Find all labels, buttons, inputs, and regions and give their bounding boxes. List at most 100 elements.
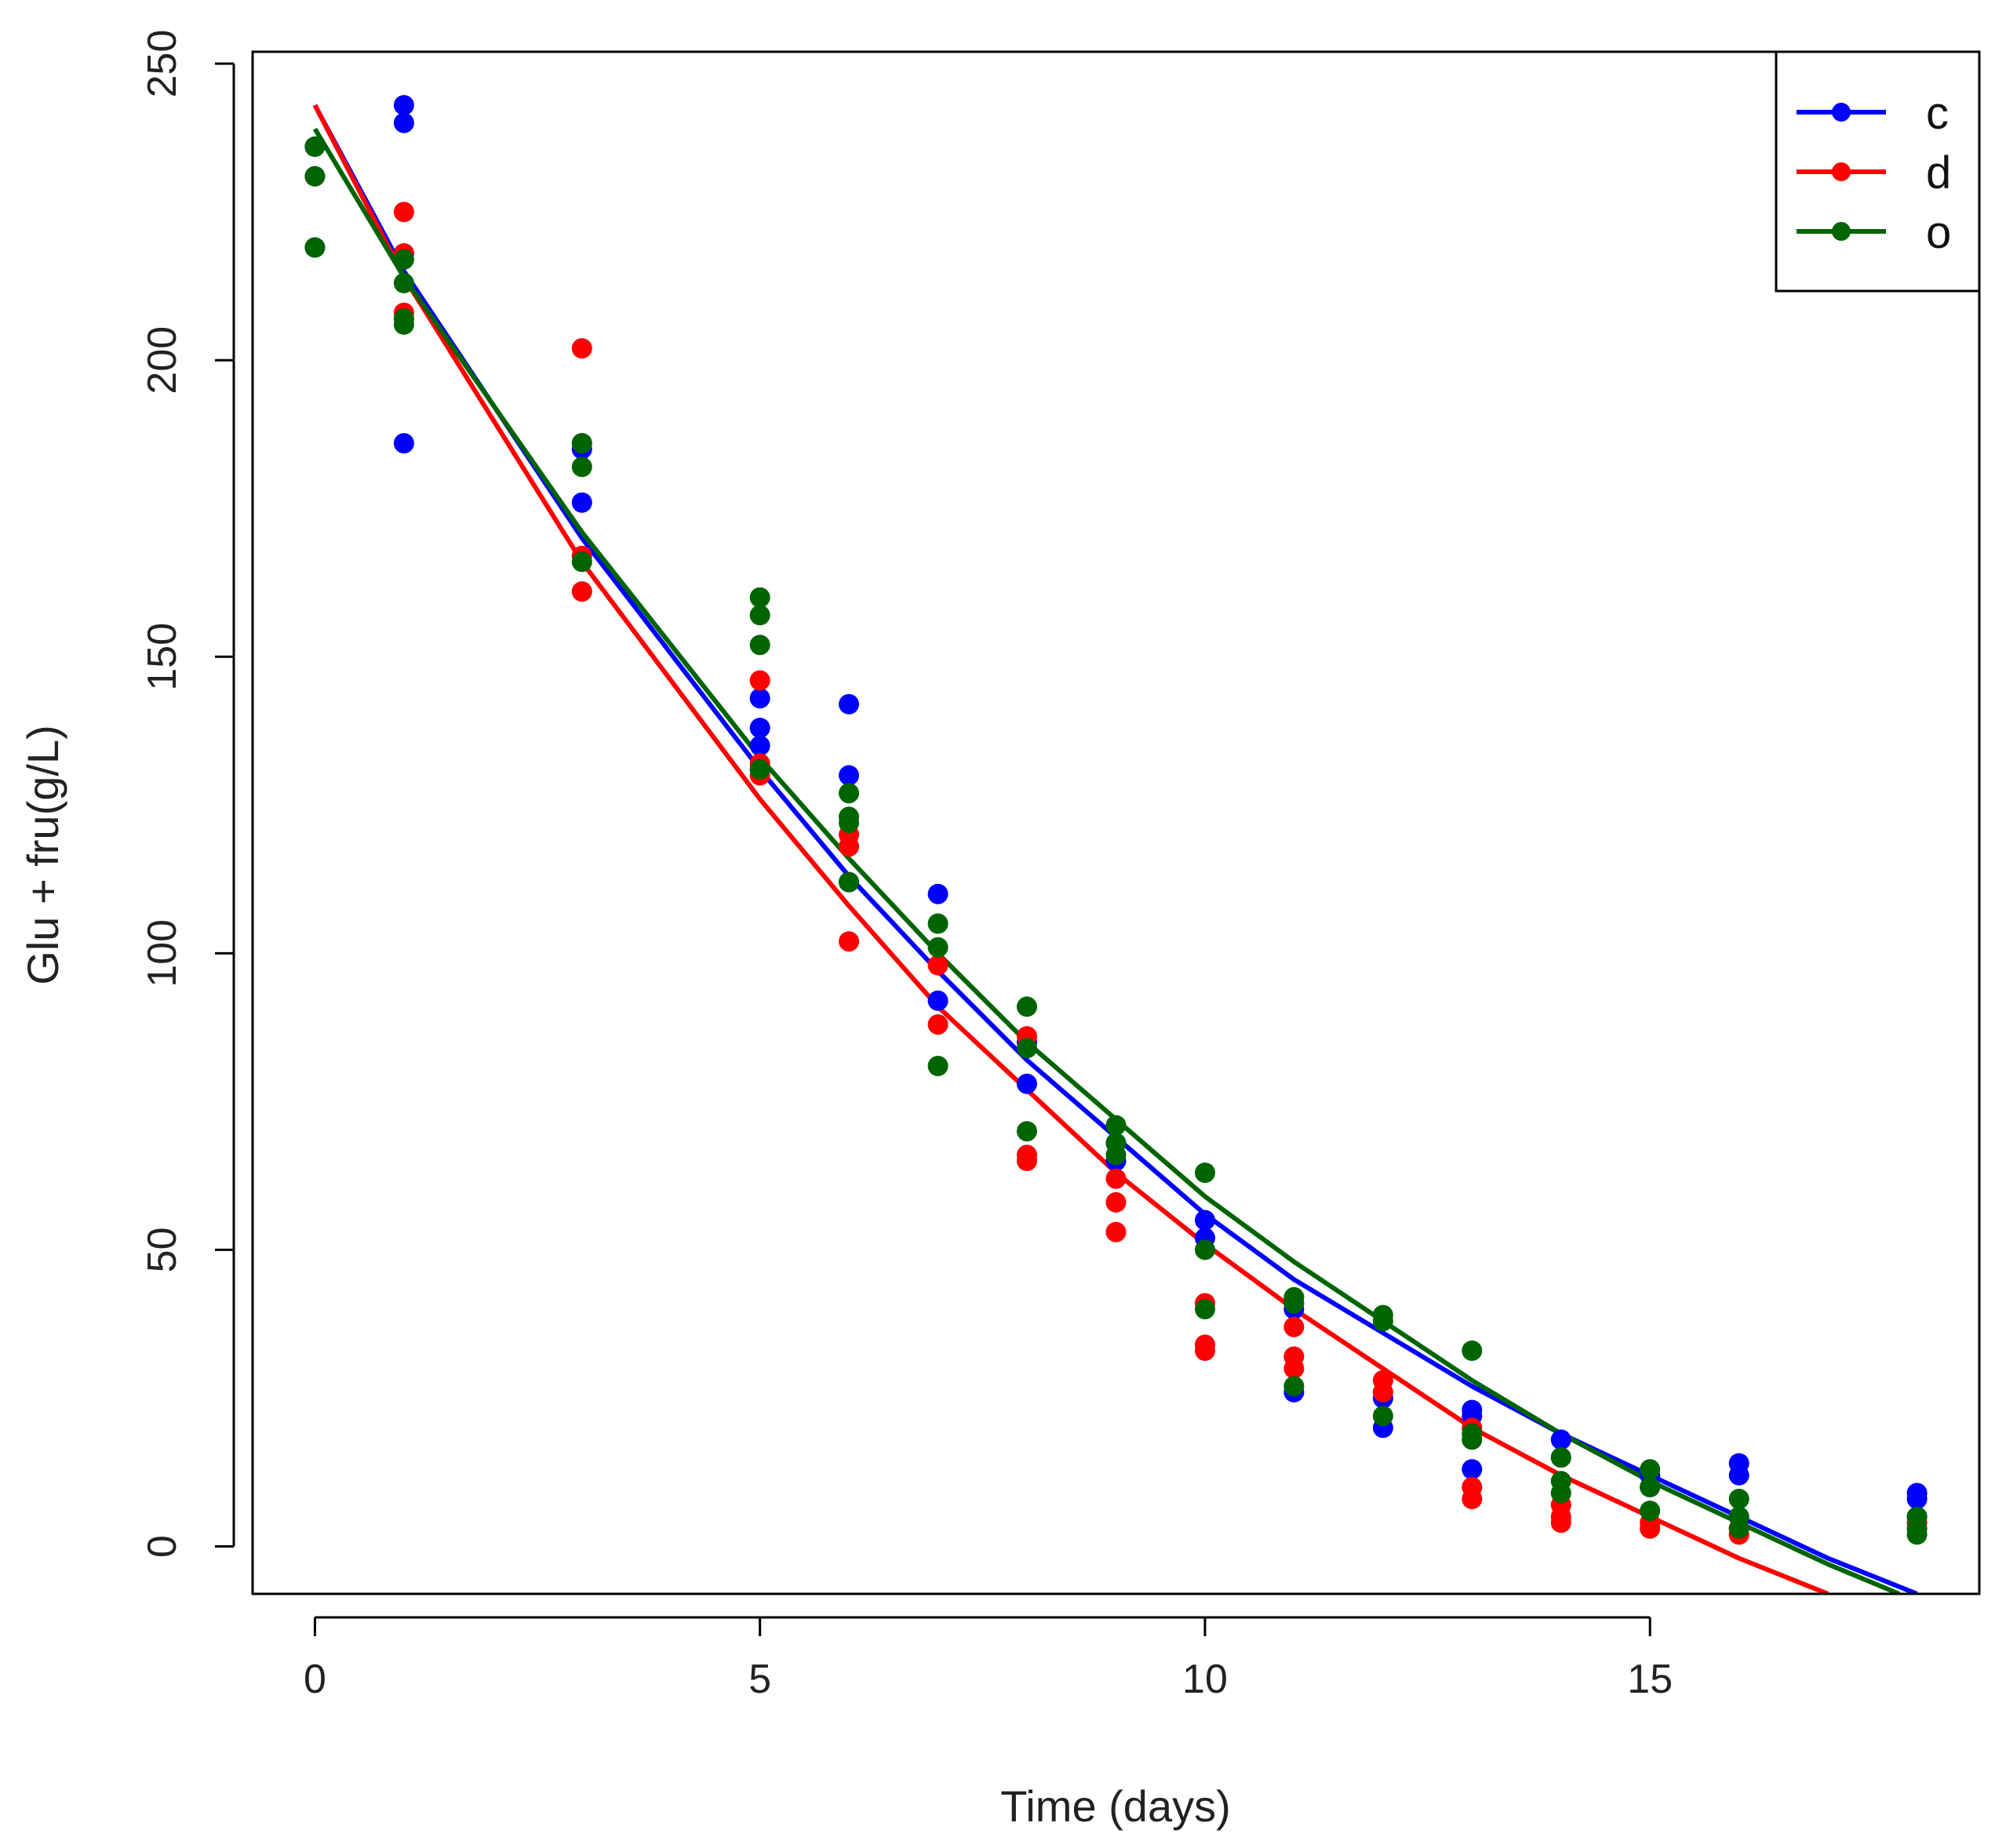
point-o-31 <box>1283 1293 1305 1314</box>
x-tick-label-0: 0 <box>304 1657 326 1702</box>
point-d-13 <box>927 955 948 976</box>
legend-marker-c <box>1832 103 1851 122</box>
point-c-16 <box>927 883 948 904</box>
point-d-3 <box>571 338 592 359</box>
point-d-6 <box>571 581 592 602</box>
fit-line-o <box>312 127 1901 1594</box>
data-points <box>304 95 1928 1545</box>
point-d-20 <box>1105 1221 1127 1242</box>
point-o-45 <box>1728 1489 1749 1509</box>
point-o-11 <box>749 605 770 626</box>
point-o-18 <box>927 913 948 934</box>
y-tick-label-250: 250 <box>140 30 185 98</box>
y-tick-label-200: 200 <box>140 326 185 395</box>
x-tick-label-10: 10 <box>1182 1657 1228 1702</box>
legend-label-d: d <box>1926 147 1951 198</box>
point-d-23 <box>1195 1341 1215 1361</box>
point-o-16 <box>839 813 860 833</box>
point-o-8 <box>571 457 592 478</box>
point-c-9 <box>749 688 770 709</box>
point-d-26 <box>1283 1358 1305 1379</box>
point-c-13 <box>839 693 860 715</box>
point-d-24 <box>1283 1316 1305 1337</box>
y-axis-title: Glu + fru(g/L) <box>18 725 67 984</box>
point-d-7 <box>749 670 770 691</box>
point-o-38 <box>1462 1429 1483 1450</box>
point-d-0 <box>393 202 414 223</box>
legend-marker-o <box>1832 222 1851 241</box>
point-d-14 <box>927 1014 948 1035</box>
point-o-0 <box>304 136 326 157</box>
point-o-23 <box>1017 1121 1037 1142</box>
point-o-27 <box>1195 1162 1215 1184</box>
point-o-17 <box>839 871 860 893</box>
point-c-36 <box>1728 1464 1749 1486</box>
y-tick-label-50: 50 <box>140 1228 185 1273</box>
point-o-19 <box>927 937 948 958</box>
point-c-11 <box>749 735 770 756</box>
point-d-12 <box>839 931 860 952</box>
point-o-43 <box>1640 1476 1661 1497</box>
point-d-31 <box>1462 1489 1483 1509</box>
point-o-4 <box>393 272 414 293</box>
point-o-50 <box>1906 1524 1928 1545</box>
y-tick-label-100: 100 <box>140 919 185 988</box>
point-c-30 <box>1462 1459 1483 1480</box>
point-o-10 <box>749 587 770 608</box>
point-c-6 <box>393 433 414 454</box>
point-d-28 <box>1372 1381 1393 1402</box>
fit-line-d <box>312 104 1829 1594</box>
plot-frame <box>251 50 1981 1595</box>
axes: 0 50 100 150 200 250 0 5 10 15 <box>140 30 1673 1702</box>
point-o-32 <box>1283 1376 1305 1397</box>
y-tick-label-0: 0 <box>140 1535 185 1558</box>
y-tick-label-150: 150 <box>140 623 185 691</box>
point-o-9 <box>571 551 592 573</box>
point-d-11 <box>839 836 860 857</box>
legend-marker-d <box>1832 162 1851 181</box>
point-c-4 <box>393 112 414 133</box>
point-o-42 <box>1640 1459 1661 1480</box>
legend: c d o <box>1775 50 1981 293</box>
legend-entry-c: c <box>1797 88 1949 139</box>
point-o-47 <box>1728 1518 1749 1539</box>
point-o-35 <box>1372 1406 1393 1427</box>
point-o-29 <box>1195 1299 1215 1319</box>
point-d-34 <box>1550 1512 1571 1533</box>
point-o-28 <box>1195 1239 1215 1260</box>
point-o-41 <box>1550 1482 1571 1504</box>
point-o-7 <box>571 433 592 454</box>
point-o-13 <box>749 758 770 780</box>
point-d-18 <box>1105 1168 1127 1189</box>
point-c-39 <box>1906 1489 1928 1509</box>
point-o-1 <box>304 166 326 187</box>
point-d-17 <box>1017 1151 1037 1171</box>
point-o-34 <box>1372 1311 1393 1332</box>
point-c-7 <box>571 492 592 513</box>
legend-label-c: c <box>1926 88 1949 139</box>
point-d-19 <box>1105 1191 1127 1213</box>
x-tick-label-15: 15 <box>1627 1657 1673 1702</box>
point-o-20 <box>927 1056 948 1076</box>
point-o-24 <box>1105 1115 1127 1136</box>
point-c-14 <box>839 765 860 786</box>
point-o-3 <box>393 249 414 270</box>
point-c-22 <box>1195 1210 1215 1231</box>
point-o-36 <box>1462 1341 1483 1361</box>
legend-entry-d: d <box>1797 147 1951 198</box>
legend-entry-o: o <box>1797 207 1951 258</box>
point-o-2 <box>304 237 326 258</box>
point-c-17 <box>927 990 948 1011</box>
point-o-26 <box>1105 1144 1127 1166</box>
legend-label-o: o <box>1926 207 1951 258</box>
point-c-31 <box>1550 1429 1571 1450</box>
x-axis-title: Time (days) <box>1000 1781 1231 1831</box>
point-o-21 <box>1017 996 1037 1017</box>
point-c-10 <box>749 718 770 738</box>
point-o-12 <box>749 635 770 656</box>
point-o-39 <box>1550 1447 1571 1468</box>
x-tick-label-5: 5 <box>748 1657 771 1702</box>
point-o-6 <box>393 314 414 335</box>
